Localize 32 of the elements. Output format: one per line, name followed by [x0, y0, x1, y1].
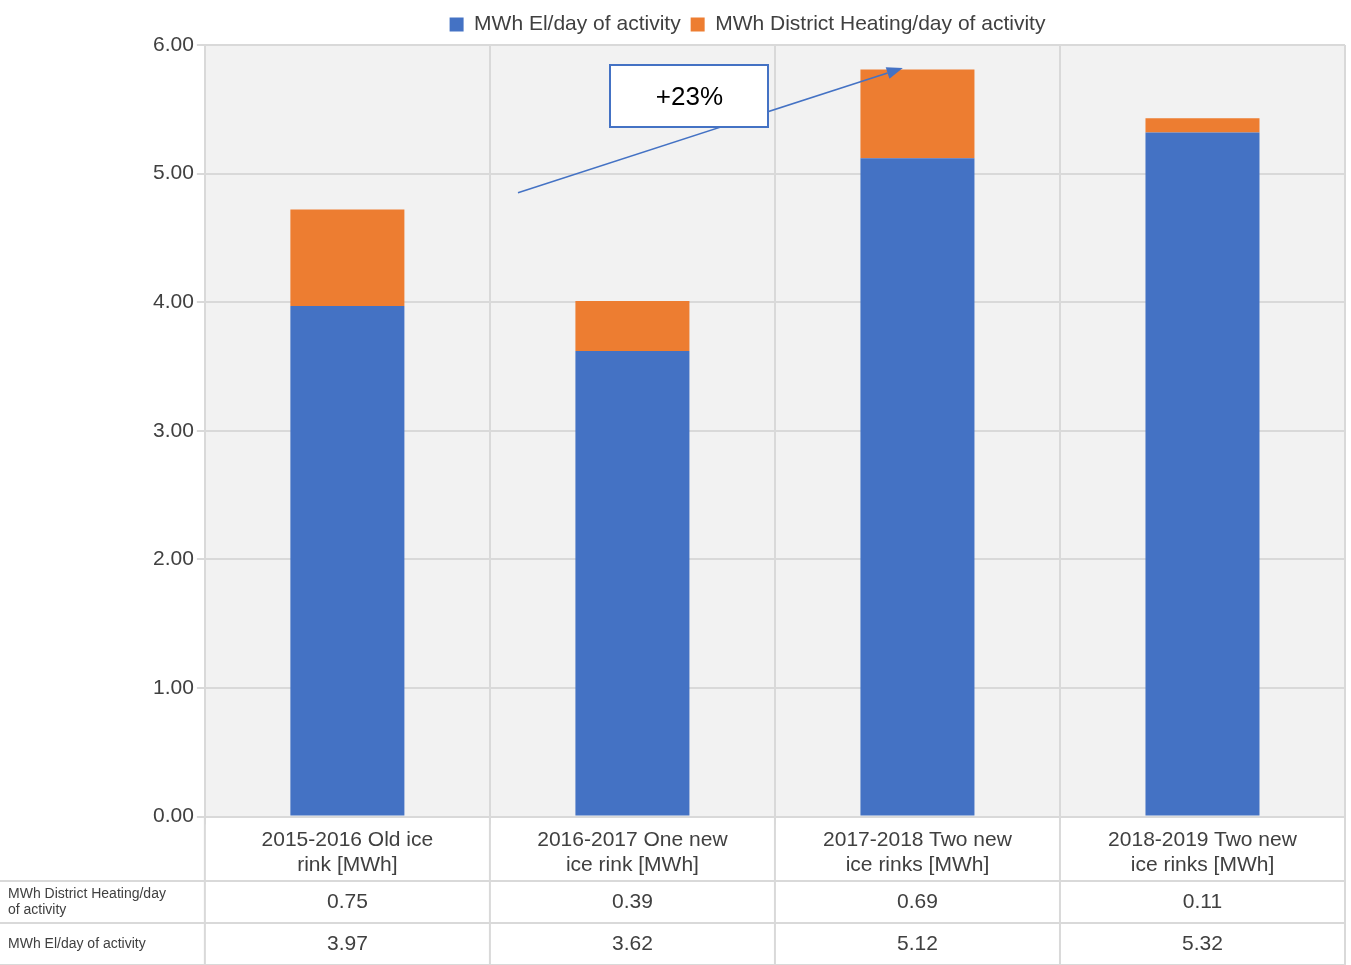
bar: [575, 351, 690, 816]
x-tick-label: 2015-2016 Old ice rink [MWh]: [261, 827, 434, 876]
data-label: 3.62: [611, 930, 653, 954]
data-label: 0.11: [1182, 888, 1223, 912]
bar: [860, 69, 975, 159]
y-tick-label: 1.00: [153, 674, 194, 698]
data-label: 3.97: [326, 930, 368, 954]
data-label: 5.12: [897, 930, 938, 954]
legend-label: MWh District Heating/day of activity: [715, 11, 1046, 35]
bar: [1145, 132, 1260, 816]
bar: [575, 300, 690, 352]
data-label: 5.32: [1182, 930, 1223, 954]
text: MWh District Heating/day of activity: [8, 884, 166, 917]
data-label: 0.75: [326, 888, 368, 912]
bar: [860, 158, 975, 816]
bar: [290, 306, 405, 816]
x-tick-label: 2016-2017 One new ice rink [MWh]: [537, 827, 729, 876]
legend-label: MWh El/day of activity: [474, 11, 682, 35]
bar: [290, 209, 405, 307]
data-label: 0.39: [611, 888, 653, 912]
bar: [1145, 118, 1260, 133]
x-tick-label: 2018-2019 Two new ice rinks [MWh]: [1108, 827, 1298, 876]
callout-box: +23%: [609, 64, 770, 129]
data-label: 0.69: [897, 888, 938, 912]
y-tick-label: 6.00: [153, 31, 194, 55]
y-tick-label: 3.00: [153, 417, 194, 441]
y-tick-label: 0.00: [153, 803, 194, 827]
y-tick-label: 5.00: [153, 160, 194, 184]
x-tick-label: 2017-2018 Two new ice rinks [MWh]: [823, 827, 1013, 876]
text: MWh El/day of activity: [8, 934, 146, 951]
y-tick-label: 4.00: [153, 289, 194, 312]
y-tick-label: 2.00: [153, 546, 194, 570]
